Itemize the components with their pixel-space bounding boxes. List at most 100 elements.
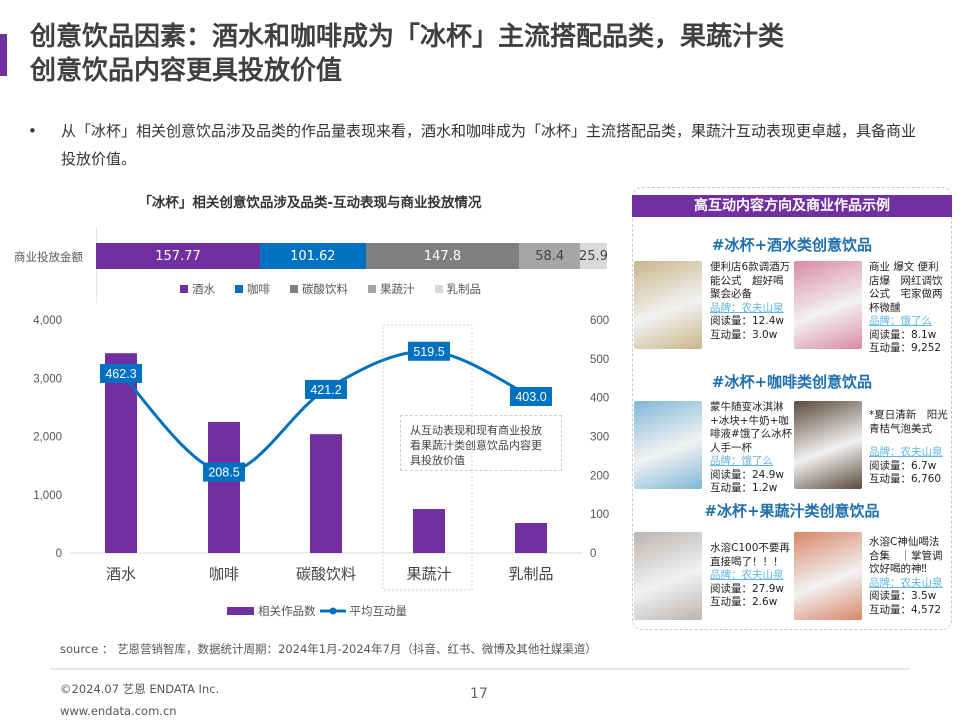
footer-divider	[50, 668, 910, 670]
brand-link[interactable]: 品牌：饿了么	[710, 455, 773, 467]
bar	[310, 434, 342, 553]
stacked-segment: 25.9	[579, 243, 608, 269]
thumbnail-image[interactable]	[794, 261, 862, 349]
data-label-box	[510, 387, 552, 407]
read-count: 阅读量：6.7w	[869, 459, 937, 472]
read-count: 阅读量：27.9w	[710, 582, 784, 595]
thumbnail-image[interactable]	[634, 401, 702, 489]
bar-legend-swatch	[227, 607, 254, 615]
copyright: ©2024.07 艺恩 ENDATA Inc.	[60, 682, 220, 696]
category-label: 咖啡	[209, 565, 239, 583]
data-label: 421.2	[310, 383, 341, 397]
data-label: 403.0	[515, 390, 546, 404]
example-card[interactable]: 水溶C100不要再直接喝了！！！ 品牌：农夫山泉 阅读量：27.9w 互动量：2…	[634, 532, 794, 620]
page-number: 17	[470, 686, 488, 702]
summary-text: 从「冰杯」相关创意饮品涉及品类的作品量表现来看，酒水和咖啡成为「冰杯」主流搭配品…	[61, 122, 917, 168]
brand-link[interactable]: 品牌：农夫山泉	[710, 301, 784, 314]
card-text: 便利店6款调酒万能公式 超好喝 聚会必备	[710, 261, 794, 300]
legend-label: 乳制品	[446, 282, 482, 296]
category-label: 乳制品	[508, 565, 553, 583]
legend-swatch	[434, 285, 443, 293]
example-card[interactable]: 蒙牛随变冰淇淋+冰块+牛奶+咖啡液#饿了么冰杯人手一杯 品牌：饿了么 阅读量：2…	[634, 401, 794, 496]
line-legend-label: 平均互动量	[349, 604, 408, 618]
right-axis-tick: 300	[590, 432, 609, 444]
card-text: 蒙牛随变冰淇淋+冰块+牛奶+咖啡液#饿了么冰杯人手一杯	[710, 401, 793, 454]
right-axis-tick: 500	[590, 354, 609, 366]
bullet-marker: •	[28, 122, 37, 140]
thumbnail-image[interactable]	[634, 532, 702, 620]
stacked-bar-legend: 酒水 咖啡 碳酸饮料 果蔬汁 乳制品	[180, 281, 481, 297]
example-card[interactable]: 便利店6款调酒万能公式 超好喝 聚会必备 品牌：农夫山泉 阅读量：12.4w 互…	[634, 261, 794, 349]
card-text: *夏日清新 阳光青桔气泡美式	[869, 409, 948, 435]
legend-swatch	[180, 285, 188, 293]
left-axis-tick: 4,000	[33, 315, 62, 327]
brand-link[interactable]: 品牌：农夫山泉	[710, 569, 784, 581]
stacked-bar-category-label: 商业投放金额	[14, 250, 83, 264]
card-text: 水溶C100不要再直接喝了！！！	[710, 542, 790, 568]
website-link[interactable]: www.endata.com.cn	[60, 704, 177, 718]
right-axis-tick: 200	[590, 470, 609, 482]
legend-item: 乳制品	[434, 281, 482, 297]
thumbnail-image[interactable]	[794, 401, 862, 489]
title-accent-bar	[0, 34, 7, 76]
stacked-segment: 58.4	[519, 243, 581, 269]
interaction-count: 互动量：4,572	[869, 603, 942, 616]
interaction-count: 互动量：9,252	[869, 342, 942, 354]
section-title-liquor: #冰杯+酒水类创意饮品	[711, 236, 873, 254]
interaction-count: 互动量：2.6w	[710, 596, 778, 608]
left-axis-tick: 2,000	[33, 432, 62, 444]
data-label-box	[100, 363, 142, 383]
stacked-bar: 157.77 101.62 147.8 58.4 25.9	[96, 243, 608, 269]
legend-label: 酒水	[192, 282, 215, 296]
card-text: 水溶C神仙喝法合集 ｜掌管调饮好喝的神‼	[869, 536, 943, 575]
left-axis-tick: 1,000	[33, 490, 62, 502]
brand-link[interactable]: 品牌：农夫山泉	[869, 446, 943, 458]
category-label: 酒水	[106, 565, 136, 583]
data-label-box	[305, 379, 347, 399]
category-label: 碳酸饮料	[296, 565, 356, 583]
read-count: 阅读量：12.4w	[710, 315, 784, 327]
legend-swatch	[368, 285, 376, 293]
example-card[interactable]: 商业 爆文 便利店爆 网红调饮公式 宅家做两杯微醺 品牌：饿了么 阅读量：8.1…	[794, 261, 949, 356]
right-axis-tick: 400	[590, 393, 609, 405]
left-axis-tick: 3,000	[33, 373, 62, 385]
thumbnail-image[interactable]	[794, 532, 862, 620]
read-count: 阅读量：3.5w	[869, 590, 937, 602]
data-label: 208.5	[208, 466, 239, 480]
interaction-count: 互动量：1.2w	[710, 482, 778, 494]
read-count: 阅读量：24.9w	[710, 468, 784, 481]
brand-link[interactable]: 品牌：饿了么	[869, 315, 932, 327]
data-label: 462.3	[105, 367, 136, 381]
legend-item: 果蔬汁	[368, 281, 415, 297]
interaction-count: 互动量：6,760	[869, 473, 942, 485]
brand-link[interactable]: 品牌：农夫山泉	[869, 576, 943, 589]
right-axis-tick: 600	[590, 315, 609, 327]
stacked-segment: 101.62	[260, 243, 366, 269]
stacked-segment: 157.77	[96, 243, 261, 269]
left-axis-tick: 0	[56, 548, 62, 560]
legend-item: 酒水	[180, 281, 215, 297]
bar	[413, 509, 445, 553]
bar	[208, 421, 240, 553]
chart-annotation: 从互动表现和现有商业投放看果蔬汁类创意饮品内容更具投放价值	[400, 415, 562, 471]
combo-chart-legend: 相关作品数 平均互动量	[227, 603, 407, 619]
legend-swatch	[235, 285, 243, 293]
interaction-count: 互动量：3.0w	[710, 328, 778, 341]
example-card[interactable]: *夏日清新 阳光青桔气泡美式 品牌：农夫山泉 阅读量：6.7w 互动量：6,76…	[794, 401, 949, 489]
card-text: 商业 爆文 便利店爆 网红调饮公式 宅家做两杯微醺	[869, 261, 943, 314]
highlight-box	[382, 324, 473, 591]
right-axis-tick: 0	[590, 548, 596, 560]
category-label: 果蔬汁	[406, 565, 451, 583]
data-label-box	[203, 462, 245, 482]
summary-bullet: • 从「冰杯」相关创意饮品涉及品类的作品量表现来看，酒水和咖啡成为「冰杯」主流搭…	[28, 117, 928, 173]
example-card[interactable]: 水溶C神仙喝法合集 ｜掌管调饮好喝的神‼ 品牌：农夫山泉 阅读量：3.5w 互动…	[794, 532, 949, 620]
legend-item: 碳酸饮料	[290, 281, 348, 297]
source-note: source ： 艺恩营销智库，数据统计周期：2024年1月-2024年7月（抖…	[60, 642, 597, 656]
thumbnail-image[interactable]	[634, 261, 702, 349]
examples-panel	[632, 187, 952, 630]
bar	[515, 523, 547, 553]
legend-label: 咖啡	[247, 282, 270, 296]
read-count: 阅读量：8.1w	[869, 328, 937, 341]
stacked-segment: 147.8	[365, 243, 520, 269]
right-axis-tick: 100	[590, 509, 609, 521]
